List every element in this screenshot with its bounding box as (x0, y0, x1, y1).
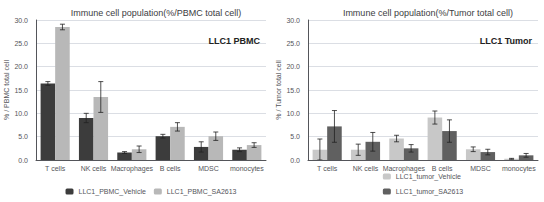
svg-text:30.0: 30.0 (286, 17, 300, 24)
svg-text:Macrophages: Macrophages (383, 165, 426, 173)
svg-text:25.0: 25.0 (14, 40, 28, 47)
svg-text:Immune cell population(%/Tumor: Immune cell population(%/Tumor total cel… (343, 8, 513, 18)
svg-text:NK cells: NK cells (353, 165, 379, 172)
svg-text:T cells: T cells (317, 165, 338, 172)
svg-text:% / PBMC total cell: % / PBMC total cell (3, 60, 10, 120)
svg-text:20.0: 20.0 (14, 63, 28, 70)
svg-text:LLC1_PBMC_SA2613: LLC1_PBMC_SA2613 (167, 188, 237, 196)
svg-text:5.0: 5.0 (18, 133, 28, 140)
svg-text:0.0: 0.0 (290, 157, 300, 164)
svg-text:10.0: 10.0 (286, 110, 300, 117)
svg-text:20.0: 20.0 (286, 63, 300, 70)
svg-text:LLC1_tumor_SA2613: LLC1_tumor_SA2613 (396, 188, 463, 196)
svg-text:Immune cell population(%/PBMC: Immune cell population(%/PBMC total cell… (71, 8, 242, 18)
svg-text:15.0: 15.0 (286, 87, 300, 94)
svg-text:25.0: 25.0 (286, 40, 300, 47)
svg-text:MDSC: MDSC (470, 165, 491, 172)
svg-text:10.0: 10.0 (14, 110, 28, 117)
svg-text:Macrophages: Macrophages (111, 165, 154, 173)
svg-text:monocytes: monocytes (230, 165, 264, 173)
svg-text:30.0: 30.0 (14, 17, 28, 24)
svg-text:B cells: B cells (160, 165, 181, 172)
svg-text:NK cells: NK cells (81, 165, 107, 172)
svg-text:0.0: 0.0 (18, 157, 28, 164)
svg-text:B cells: B cells (432, 165, 453, 172)
svg-text:LLC1_PBMC_Vehicle: LLC1_PBMC_Vehicle (79, 188, 146, 196)
svg-text:T cells: T cells (45, 165, 66, 172)
svg-text:monocytes: monocytes (502, 165, 536, 173)
svg-text:LLC1 PBMC: LLC1 PBMC (209, 36, 261, 46)
svg-text:LLC1_tumor_Vehicle: LLC1_tumor_Vehicle (396, 173, 461, 181)
svg-text:LLC1 Tumor: LLC1 Tumor (480, 36, 533, 46)
svg-text:% / Tumor total cell: % / Tumor total cell (275, 60, 282, 120)
svg-text:15.0: 15.0 (14, 87, 28, 94)
svg-text:5.0: 5.0 (290, 133, 300, 140)
svg-text:MDSC: MDSC (198, 165, 219, 172)
